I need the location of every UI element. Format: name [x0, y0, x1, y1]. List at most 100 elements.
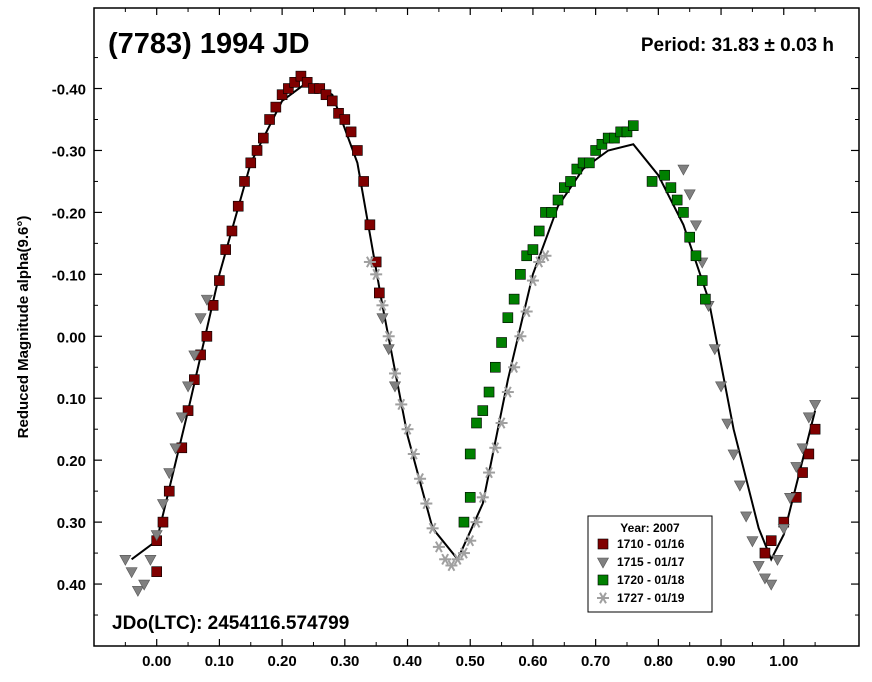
data-point [395, 398, 408, 411]
data-point [496, 337, 507, 348]
data-point [220, 244, 231, 255]
data-point [283, 83, 294, 94]
data-point [276, 89, 288, 101]
data-point [239, 176, 250, 187]
data-point [689, 220, 702, 232]
data-point [483, 386, 495, 398]
data-point [125, 567, 138, 579]
data-point [464, 448, 476, 460]
x-tick-label: 0.40 [393, 653, 422, 670]
data-point [401, 423, 414, 435]
x-tick-label: 0.60 [518, 653, 547, 670]
data-point [508, 361, 521, 373]
data-point [546, 207, 558, 218]
data-point [376, 313, 389, 325]
data-point [646, 176, 658, 187]
x-tick-label: 0.30 [330, 653, 359, 670]
data-point [590, 145, 601, 156]
data-point [470, 516, 483, 528]
data-point [432, 541, 445, 553]
data-point [445, 559, 458, 572]
data-point [363, 256, 376, 268]
data-point [659, 169, 670, 181]
axis-ticks: 0.00 0.10 0.20 0.30 0.40 0.50 0.60 0.70 0.80 0.90… [52, 8, 859, 670]
legend-box [587, 515, 713, 613]
data-point [771, 554, 784, 566]
data-point [514, 330, 527, 343]
data-point [490, 361, 501, 373]
data-point [376, 299, 389, 312]
data-point [740, 511, 753, 523]
fit-curve [131, 81, 817, 562]
y-tick-label: -0.10 [52, 267, 86, 284]
data-points [119, 70, 822, 597]
data-point [464, 492, 476, 503]
data-point [665, 182, 677, 193]
data-point [501, 386, 514, 398]
data-point [182, 405, 194, 416]
data-point [175, 412, 188, 424]
data-point [207, 300, 219, 311]
data-point [189, 374, 200, 385]
data-point [295, 70, 307, 82]
data-point [251, 145, 263, 156]
data-point [796, 443, 809, 455]
data-point [700, 293, 711, 305]
x-tick-label: 0.70 [581, 653, 610, 670]
data-point [696, 275, 708, 286]
data-point [138, 579, 151, 591]
y-tick-label: -0.40 [52, 82, 86, 99]
legend-marker [597, 574, 609, 586]
legend: Year: 2007 1710 - 01/16 1715 - 01/17 1720 … [587, 515, 713, 613]
data-point [388, 381, 401, 393]
data-point [370, 268, 383, 281]
data-point [156, 499, 169, 511]
data-point [609, 132, 620, 144]
y-axis-label: Reduced Magnitude alpha(9.6°) [15, 216, 32, 439]
data-point [690, 250, 702, 262]
data-point [194, 313, 207, 325]
data-point [565, 176, 576, 187]
legend-marker [596, 557, 610, 569]
data-point [301, 77, 313, 88]
data-point [144, 554, 157, 566]
data-point [759, 547, 771, 559]
data-point [169, 443, 182, 455]
data-point [765, 535, 777, 546]
data-point [533, 225, 545, 237]
y-tick-label: 0.30 [57, 515, 86, 532]
data-point [352, 145, 363, 156]
data-point [533, 256, 546, 268]
data-point [464, 534, 477, 547]
chart-title: (7783) 1994 JD [108, 28, 310, 60]
legend-title: Year: 2007 [620, 521, 680, 535]
legend-entry-label: 1710 - 01/16 [617, 537, 685, 551]
data-point [388, 367, 401, 380]
y-tick-label: -0.30 [52, 143, 86, 160]
legend-entry-label: 1727 - 01/19 [617, 591, 685, 605]
data-point [784, 493, 797, 504]
data-point [552, 194, 564, 206]
legend-entry-label: 1720 - 01/18 [617, 573, 685, 587]
y-tick-label: -0.20 [52, 205, 86, 222]
data-point [489, 442, 502, 454]
y-tick-label: 0.20 [57, 453, 86, 470]
data-point [727, 449, 740, 461]
data-point [495, 417, 508, 429]
data-point [245, 157, 257, 169]
data-point [200, 294, 213, 306]
data-point [364, 219, 376, 231]
data-point [458, 516, 470, 528]
data-point [477, 405, 489, 416]
legend-entry-label: 1715 - 01/17 [617, 555, 685, 569]
data-point [157, 516, 169, 528]
data-point [584, 157, 595, 169]
data-point [677, 164, 690, 176]
data-point [232, 200, 244, 212]
data-point [802, 412, 815, 424]
data-point [526, 274, 539, 287]
data-point [226, 225, 238, 237]
data-point [752, 561, 765, 573]
x-tick-label: 0.80 [644, 653, 673, 670]
